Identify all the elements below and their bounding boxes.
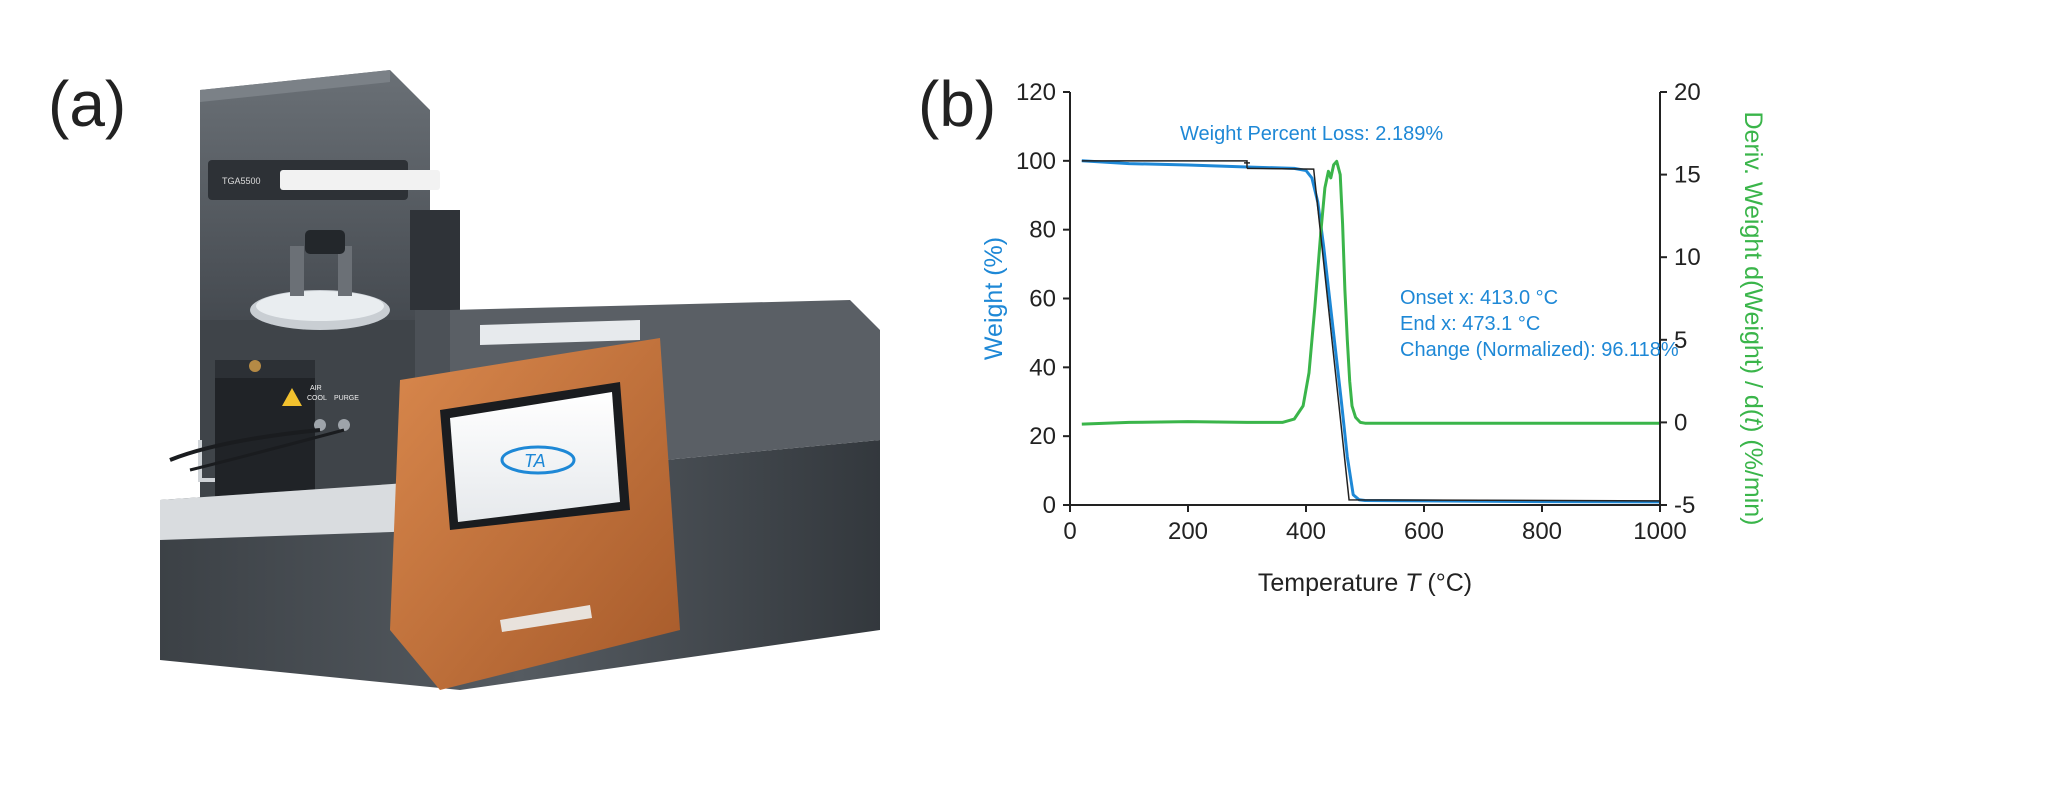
y-axis-right-label-variable: t: [1739, 417, 1767, 425]
x-axis-label: Temperature T (°C): [1258, 569, 1472, 597]
y-left-tick-label: 20: [1029, 423, 1056, 450]
x-tick-label: 600: [1404, 518, 1444, 545]
y-axis-left-label: Weight (%): [980, 237, 1008, 360]
y-axis-right-label-unit: ) (%/min): [1739, 424, 1767, 525]
y-right-tick-label: 10: [1674, 244, 1701, 271]
x-tick-label: 400: [1286, 518, 1326, 545]
instrument-model-label: TGA5500: [222, 176, 261, 186]
axes-layer: 0 200 400 600 800 1000 0 20 40 60 80 100 120 -5 0 5 10 15…: [1016, 79, 1701, 545]
y-right-tick-label: -5: [1674, 492, 1695, 519]
annotation-change: Change (Normalized): 96.118%: [1400, 339, 1679, 361]
y-left-tick-label: 40: [1029, 354, 1056, 381]
y-left-tick-label: 0: [1043, 492, 1056, 519]
weight-series: [1081, 159, 1661, 504]
y-right-tick-label: 0: [1674, 409, 1687, 436]
panel-b-label: (b): [918, 68, 997, 140]
x-axis-label-unit: (°C): [1420, 569, 1472, 597]
panel-a-label: (a): [48, 68, 127, 140]
annotation-onset: Onset x: 413.0 °C: [1400, 287, 1558, 309]
onset-end-tangent: [1246, 167, 1661, 502]
y-right-tick-label: 5: [1674, 327, 1687, 354]
x-axis-label-main: Temperature: [1258, 569, 1405, 597]
y-left-tick-label: 80: [1029, 217, 1056, 244]
x-tick-label: 200: [1168, 518, 1208, 545]
port-label-purge: PURGE: [334, 395, 359, 402]
touchscreen[interactable]: [450, 392, 620, 522]
annotation-weight-loss: Weight Percent Loss: 2.189%: [1180, 123, 1443, 145]
tga-chart: 0 200 400 600 800 1000 0 20 40 60 80 100 120 -5 0 5 10 15…: [980, 79, 1767, 597]
furnace: [198, 360, 315, 500]
x-tick-label: 800: [1522, 518, 1562, 545]
deriv-weight-series: [1081, 159, 1660, 426]
annotation-layer: Weight Percent Loss: 2.189% Onset x: 413…: [1081, 123, 1679, 502]
port-label-air: AIR: [310, 385, 322, 392]
x-tick-label: 0: [1063, 518, 1076, 545]
y-right-tick-label: 15: [1674, 162, 1701, 189]
orange-front-panel: [390, 338, 680, 690]
y-left-tick-label: 60: [1029, 286, 1056, 313]
y-left-tick-label: 100: [1016, 148, 1056, 175]
x-tick-label: 1000: [1633, 518, 1686, 545]
port-label-cool: COOL: [307, 395, 327, 402]
y-axis-right-label: Deriv. Weight d(Weight) / d(t) (%/min): [1739, 112, 1767, 526]
tga-instrument-illustration: TGA5500 AIR COOL PURGE: [160, 70, 880, 690]
annotation-end: End x: 473.1 °C: [1400, 313, 1540, 335]
gas-ports: [169, 419, 350, 472]
sample-carousel: [250, 230, 390, 330]
y-left-tick-label: 120: [1016, 79, 1056, 106]
x-axis-label-variable: T: [1405, 569, 1422, 597]
y-axis-right-label-main: Deriv. Weight d(Weight) / d(: [1739, 112, 1767, 418]
weight-loss-bracket: [1081, 160, 1248, 169]
warning-icon: [282, 388, 302, 406]
instrument-tower: [200, 70, 440, 320]
ta-logo-text: TA: [524, 451, 546, 471]
y-right-tick-label: 20: [1674, 79, 1701, 106]
ta-logo: [500, 445, 576, 475]
series-layer: [1081, 159, 1661, 504]
